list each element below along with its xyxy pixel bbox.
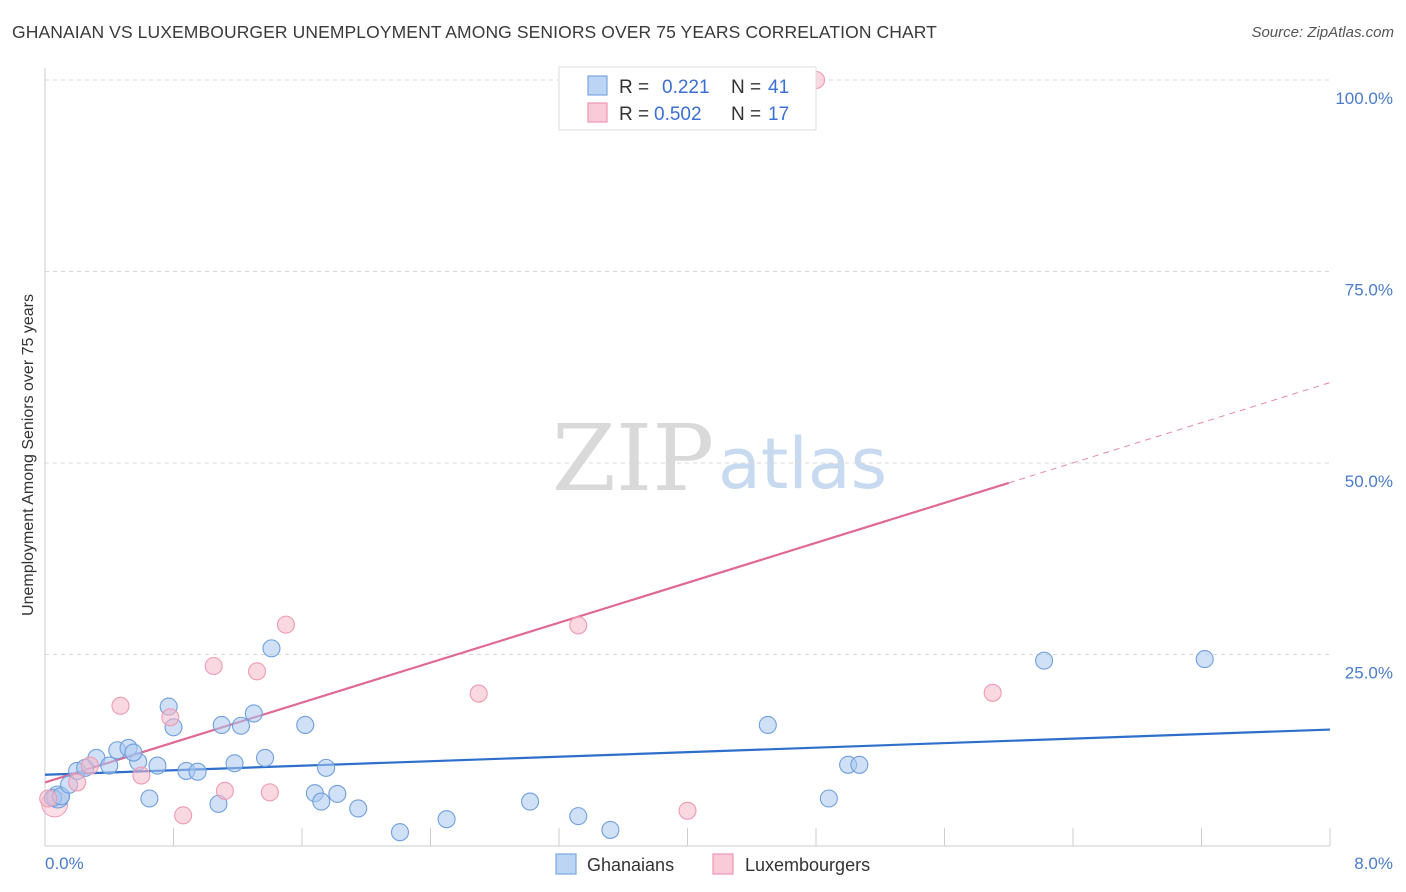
data-point-ghanaians <box>296 715 315 735</box>
legend-n-label: N = <box>731 104 761 125</box>
watermark-atlas: atlas <box>718 423 887 505</box>
data-point-luxembourgers <box>111 696 130 715</box>
legend-n-value: 41 <box>768 77 789 98</box>
trendline-ghanaians <box>44 728 1331 776</box>
data-point-ghanaians <box>521 792 540 811</box>
data-point-ghanaians <box>1035 651 1054 670</box>
data-point-ghanaians <box>850 755 869 774</box>
legend-n-value: 17 <box>768 104 789 125</box>
y-tick-label: 100.0% <box>1335 89 1393 108</box>
legend-swatch-ghanaians <box>555 853 577 875</box>
data-point-luxembourgers <box>174 806 193 825</box>
data-point-ghanaians <box>212 715 231 735</box>
y-axis-label: Unemployment Among Seniors over 75 years <box>20 294 37 616</box>
data-point-ghanaians <box>317 758 336 777</box>
legend-label-ghanaians: Ghanaians <box>587 855 674 875</box>
data-point-ghanaians <box>124 743 143 762</box>
data-point-ghanaians <box>256 748 275 767</box>
legend-r-value: 0.502 <box>654 104 702 125</box>
x-tick-label: 8.0% <box>1354 854 1393 873</box>
data-point-luxembourgers <box>204 656 223 676</box>
data-point-ghanaians <box>390 823 410 842</box>
data-point-luxembourgers <box>68 773 87 792</box>
data-point-luxembourgers <box>215 781 234 800</box>
legend-r-label: R = <box>619 104 649 125</box>
trendline-luxembourgers <box>44 481 1010 784</box>
y-tick-label: 75.0% <box>1345 281 1393 300</box>
data-point-luxembourgers <box>39 789 58 808</box>
legend-r-label: R = <box>619 77 649 98</box>
data-point-ghanaians <box>1195 650 1214 669</box>
data-point-ghanaians <box>569 807 588 826</box>
legend-label-luxembourgers: Luxembourgers <box>745 855 870 875</box>
data-point-ghanaians <box>262 639 281 658</box>
data-point-luxembourgers <box>247 662 267 681</box>
data-point-luxembourgers <box>161 708 180 727</box>
legend-swatch-luxembourgers <box>712 853 734 875</box>
x-tick-label: 0.0% <box>45 854 84 873</box>
data-point-luxembourgers <box>569 616 588 635</box>
data-point-luxembourgers <box>260 783 279 802</box>
data-point-ghanaians <box>312 792 331 811</box>
trendlines <box>44 382 1331 784</box>
watermark-zip: ZIP <box>552 405 714 512</box>
data-point-ghanaians <box>601 820 620 839</box>
series-legend: Ghanaians Luxembourgers <box>555 853 870 875</box>
trendline-luxembourgers <box>1008 382 1331 484</box>
data-point-ghanaians <box>231 716 251 735</box>
y-tick-label: 50.0% <box>1345 472 1393 491</box>
data-point-ghanaians <box>349 799 368 818</box>
legend-swatch-ghanaians <box>587 75 608 96</box>
data-point-ghanaians <box>148 756 167 775</box>
data-point-ghanaians <box>225 754 244 773</box>
data-point-luxembourgers <box>132 766 151 785</box>
legend-n-label: N = <box>731 77 761 98</box>
data-point-luxembourgers <box>80 756 100 775</box>
data-point-luxembourgers <box>276 615 295 634</box>
axes: 25.0% 50.0% 75.0% 100.0% 0.0% 8.0% <box>44 68 1393 873</box>
y-tick-label: 25.0% <box>1345 664 1393 683</box>
grid <box>45 79 1330 655</box>
data-point-ghanaians <box>819 789 838 808</box>
data-point-luxembourgers <box>678 801 697 820</box>
legend-r-value: 0.221 <box>662 77 710 98</box>
data-point-ghanaians <box>244 704 263 723</box>
data-point-ghanaians <box>100 756 119 775</box>
chart-source: Source: ZipAtlas.com <box>1251 24 1394 41</box>
chart-title: GHANAIAN VS LUXEMBOURGER UNEMPLOYMENT AM… <box>12 22 937 42</box>
data-points <box>39 70 1214 842</box>
stats-legend: R = 0.221 N = 41 R = 0.502 N = 17 <box>558 66 817 131</box>
data-point-ghanaians <box>437 810 456 829</box>
legend-swatch-luxembourgers <box>587 102 608 123</box>
data-point-luxembourgers <box>469 684 488 703</box>
data-point-ghanaians <box>140 789 159 808</box>
data-point-ghanaians <box>328 784 347 803</box>
data-point-ghanaians <box>758 715 777 735</box>
data-point-luxembourgers <box>983 683 1002 702</box>
data-point-ghanaians <box>188 762 207 781</box>
